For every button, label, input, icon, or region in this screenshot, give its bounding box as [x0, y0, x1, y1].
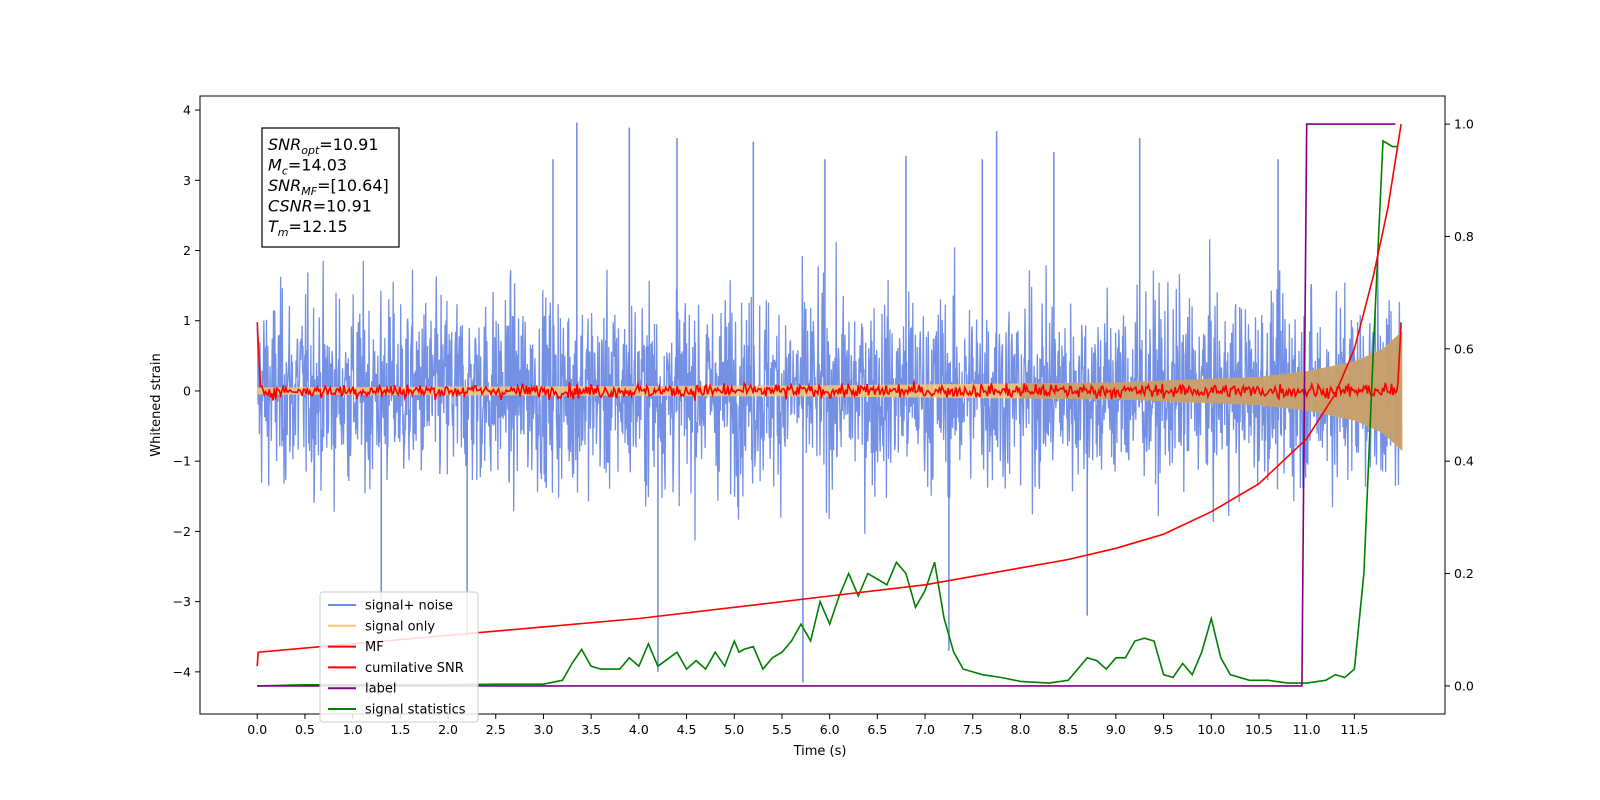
x-tick-label: 9.5	[1154, 722, 1174, 737]
x-tick-label: 8.5	[1058, 722, 1078, 737]
x-tick-label: 8.0	[1011, 722, 1031, 737]
x-tick-label: 11.5	[1340, 722, 1368, 737]
x-tick-label: 6.5	[867, 722, 887, 737]
y2-tick-label: 0.0	[1454, 678, 1474, 693]
series-label	[257, 123, 1396, 687]
x-tick-label: 2.0	[438, 722, 458, 737]
y-tick-label: 0	[183, 383, 191, 398]
annotation-line: SNRopt=10.91	[268, 135, 379, 157]
x-tick-label: 2.5	[486, 722, 506, 737]
x-tick-label: 1.0	[343, 722, 363, 737]
annotation-line: Mc=14.03	[268, 156, 347, 178]
y-tick-label: −1	[173, 454, 191, 469]
legend: signal+ noise signal only MF cumilative SNR…	[319, 591, 479, 723]
legend-entry: signal only	[365, 619, 435, 634]
x-tick-label: 9.0	[1106, 722, 1126, 737]
x-tick-label: 3.5	[581, 722, 601, 737]
y-tick-label: −2	[173, 524, 191, 539]
series-mf	[256, 322, 1402, 402]
x-tick-label: 7.0	[915, 722, 935, 737]
annotation-line: SNRMF=[10.64]	[268, 176, 389, 198]
y-tick-label: 3	[183, 173, 191, 188]
x-tick-label: 10.0	[1197, 722, 1225, 737]
y2-tick-label: 0.2	[1454, 566, 1474, 581]
y2-tick-label: 0.6	[1454, 341, 1474, 356]
legend-entry: signal+ noise	[365, 599, 453, 614]
x-tick-label: 3.0	[534, 722, 554, 737]
y-tick-label: −4	[173, 664, 191, 679]
x-tick-label: 7.5	[963, 722, 983, 737]
x-tick-label: 1.5	[390, 722, 410, 737]
annotation-line: Tm=12.15	[268, 217, 348, 239]
annotation-box: SNRopt=10.91Mc=14.03SNRMF=[10.64]CSNR=10…	[261, 127, 400, 248]
legend-frame	[319, 591, 479, 723]
series-cumulative-snr	[256, 123, 1402, 667]
y2-tick-label: 1.0	[1454, 117, 1474, 132]
x-tick-label: 10.5	[1245, 722, 1273, 737]
y-tick-label: 1	[183, 313, 191, 328]
y-axis-label: Whitened strain	[149, 353, 164, 456]
x-tick-label: 4.0	[629, 722, 649, 737]
x-tick-label: 5.5	[772, 722, 792, 737]
x-tick-label: 11.0	[1293, 722, 1321, 737]
y-tick-label: −3	[173, 594, 191, 609]
annotation-frame	[261, 127, 400, 248]
y2-tick-label: 0.8	[1454, 229, 1474, 244]
plot-area	[256, 122, 1403, 687]
annotation-line: CSNR=10.91	[268, 197, 372, 216]
x-tick-label: 0.0	[247, 722, 267, 737]
x-tick-label: 0.5	[295, 722, 315, 737]
x-axis-label: Time (s)	[793, 744, 847, 759]
y2-tick-label: 0.4	[1454, 454, 1474, 469]
legend-entry: signal statistics	[365, 703, 466, 718]
y-axis-left: −4 −3 −2 −1 0 1 2 3 4	[173, 103, 200, 679]
series-signal-statistics	[257, 139, 1398, 687]
x-tick-label: 4.5	[677, 722, 697, 737]
legend-entry: MF	[365, 640, 384, 655]
y-tick-label: 2	[183, 243, 191, 258]
x-tick-label: 6.0	[820, 722, 840, 737]
x-tick-label: 5.0	[724, 722, 744, 737]
legend-entry: cumilative SNR	[365, 661, 464, 676]
plot-frame	[199, 95, 1446, 715]
y-axis-right: 0.0 0.2 0.4 0.6 0.8 1.0	[1445, 117, 1474, 693]
legend-entry: label	[365, 682, 396, 697]
y-tick-label: 4	[183, 103, 191, 118]
x-axis: 0.0 0.5 1.0 1.5 2.0 2.5 3.0 3.5 4.0 4.5 5.0 5.5 6.0 6…	[247, 714, 1368, 737]
